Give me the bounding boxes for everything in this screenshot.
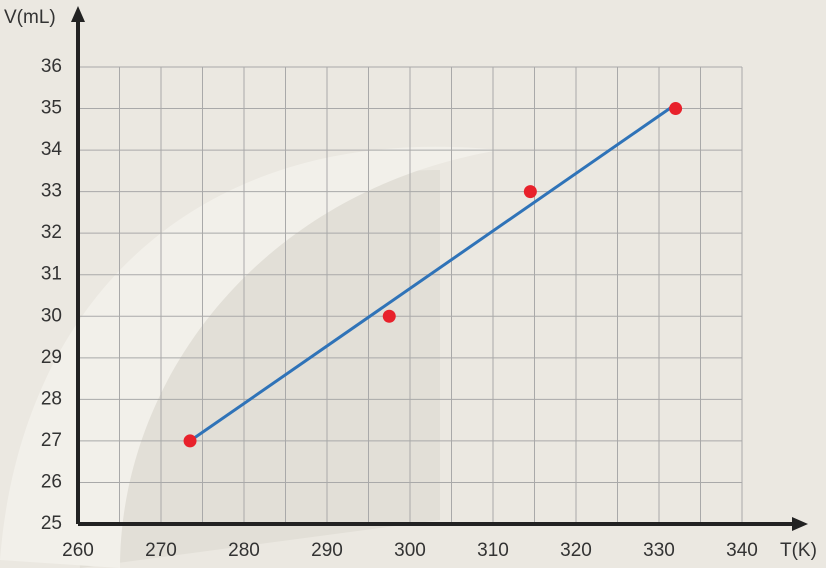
x-tick-label: 330 — [643, 540, 675, 561]
data-point — [669, 102, 683, 116]
x-tick-label: 260 — [62, 540, 94, 561]
data-point — [523, 185, 537, 199]
y-tick-label: 27 — [41, 430, 62, 451]
x-tick-label: 320 — [560, 540, 592, 561]
x-axis-arrow — [792, 517, 808, 531]
x-tick-label: 300 — [394, 540, 426, 561]
y-tick-label: 33 — [41, 181, 62, 202]
y-tick-label: 31 — [41, 264, 62, 285]
y-tick-label: 32 — [41, 222, 62, 243]
y-axis-label: V(mL) — [4, 7, 56, 28]
watermark — [77, 170, 440, 568]
y-axis-arrow — [71, 6, 85, 22]
y-tick-label: 35 — [41, 98, 62, 119]
y-tick-label: 34 — [41, 139, 63, 160]
y-tick-label: 25 — [41, 513, 62, 534]
x-tick-label: 290 — [311, 540, 343, 561]
x-tick-label: 310 — [477, 540, 509, 561]
data-point — [382, 309, 396, 323]
y-tick-label: 36 — [41, 56, 62, 77]
x-tick-label: 270 — [145, 540, 177, 561]
y-tick-label: 29 — [41, 347, 62, 368]
x-axis-label: T(K) — [780, 540, 817, 561]
y-tick-label: 30 — [41, 305, 62, 326]
x-tick-label: 280 — [228, 540, 260, 561]
y-tick-label: 28 — [41, 388, 62, 409]
data-point — [183, 434, 197, 448]
fit-line — [189, 103, 677, 443]
y-tick-label: 26 — [41, 471, 62, 492]
watermark — [0, 146, 500, 568]
x-tick-label: 340 — [726, 540, 758, 561]
